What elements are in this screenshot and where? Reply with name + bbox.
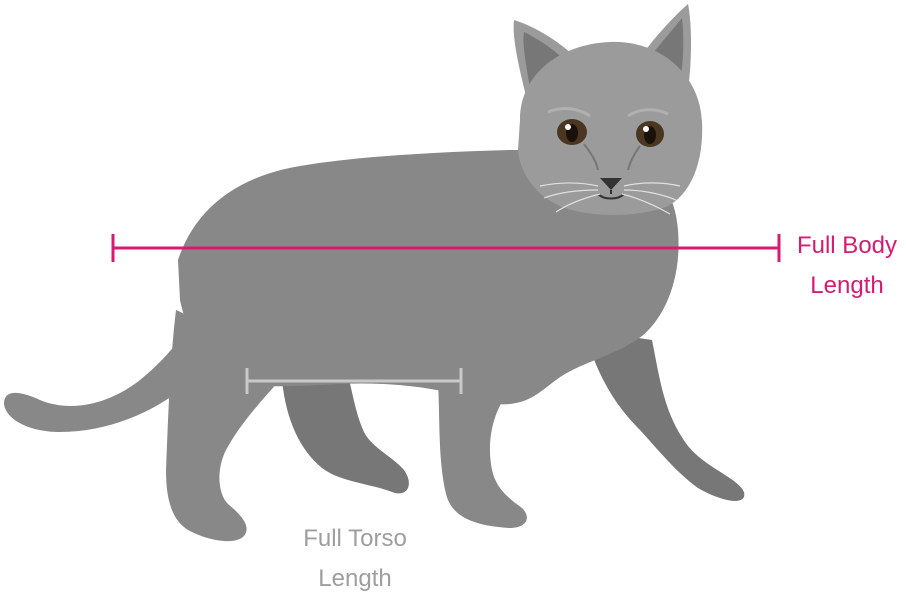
whiskers [539,182,681,215]
full-body-length-label-line1: Full Body [796,232,898,259]
left-tear-mark [583,143,599,171]
full-body-length-label: Full Body Length [778,226,906,306]
far-hind-leg [282,370,409,494]
right-tear-mark [627,145,641,171]
right-brow-mark [627,108,669,118]
full-body-length-label-line2: Length [810,272,884,299]
left-brow-mark [547,107,591,118]
mouth [597,190,625,200]
far-front-leg [584,330,745,501]
full-torso-length-label-line2: Length [318,565,392,592]
full-torso-length-label: Full Torso Length [280,519,430,597]
full-torso-length-label-line1: Full Torso [303,525,407,552]
head-shape [518,41,703,215]
cat-body [178,150,679,405]
nose [600,178,622,190]
cat-head [513,4,703,215]
left-eye-highlight [565,124,571,130]
right-eye-highlight [643,126,649,132]
near-hind-leg [166,310,280,542]
full-torso-length-line [245,368,463,394]
full-body-length-line [111,234,781,262]
left-ear-inner [523,32,570,88]
near-front-leg [438,382,527,528]
